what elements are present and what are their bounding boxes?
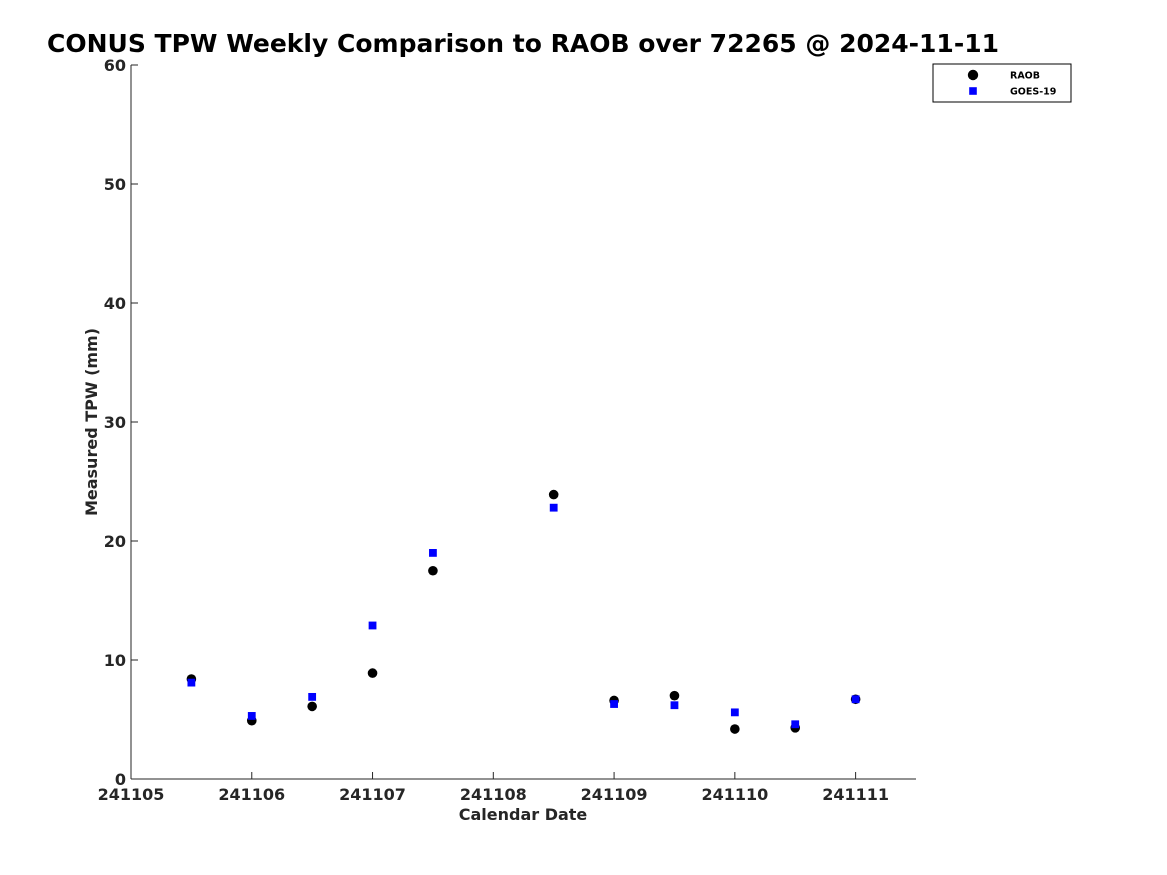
x-tick-label: 241109	[581, 785, 648, 804]
y-tick-label: 0	[115, 770, 126, 789]
goes-19-point	[308, 692, 317, 701]
legend-marker-goes-19	[969, 87, 977, 95]
goes-19-point	[851, 695, 860, 704]
goes-19-point	[610, 700, 618, 708]
goes-19-point	[429, 549, 437, 557]
y-tick-label: 10	[104, 651, 126, 670]
raob-point	[669, 690, 680, 701]
y-tick-label: 40	[104, 294, 126, 313]
x-tick-label: 241107	[339, 785, 406, 804]
legend-label-raob: RAOB	[1010, 71, 1040, 82]
goes-19-point	[368, 621, 377, 630]
legend-box	[932, 63, 1072, 103]
data-points	[186, 489, 861, 734]
raob-point	[307, 701, 317, 712]
goes-19-point	[187, 678, 196, 687]
x-tick-label: 241110	[701, 785, 768, 804]
raob-point	[730, 724, 740, 734]
goes-19-point	[730, 708, 739, 717]
raob-point	[367, 668, 378, 678]
x-ticks: 241105 241106 241107 241108 241109 241110 2411…	[98, 772, 889, 804]
legend: RAOB GOES-19	[932, 63, 1072, 103]
goes-19-point	[670, 701, 679, 710]
raob-point	[428, 565, 438, 576]
y-ticks: 0 10 20 30 40 50 60	[104, 56, 138, 789]
x-axis-label: Calendar Date	[459, 805, 588, 824]
legend-label-goes-19: GOES-19	[1010, 87, 1056, 98]
chart-title: CONUS TPW Weekly Comparison to RAOB over…	[47, 29, 999, 58]
y-axis-label: Measured TPW (mm)	[82, 328, 101, 516]
y-tick-label: 60	[104, 56, 126, 75]
goes-19-point	[247, 712, 256, 720]
legend-marker-raob	[967, 69, 979, 81]
x-tick-label: 241108	[460, 785, 527, 804]
goes-19-point	[549, 503, 558, 512]
raob-point	[548, 489, 559, 500]
y-tick-label: 20	[104, 532, 126, 551]
y-tick-label: 50	[104, 175, 126, 194]
x-tick-label: 241105	[98, 785, 165, 804]
goes-19-point	[791, 720, 800, 729]
x-tick-label: 241106	[218, 785, 285, 804]
y-tick-label: 30	[104, 413, 126, 432]
x-tick-label: 241111	[822, 785, 889, 804]
